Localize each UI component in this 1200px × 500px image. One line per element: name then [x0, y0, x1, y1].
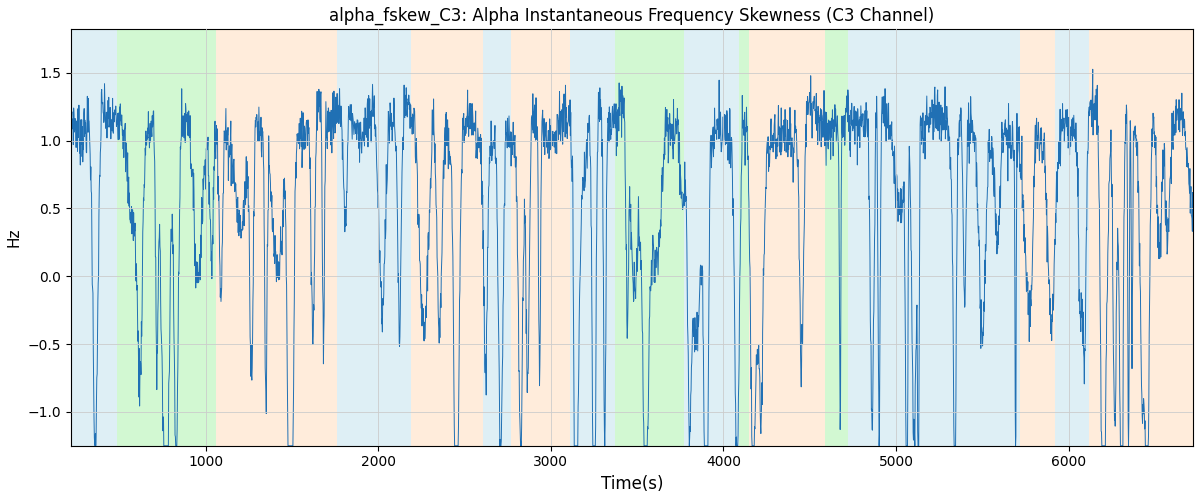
- Bar: [570, 30, 614, 446]
- Bar: [216, 30, 337, 446]
- Bar: [337, 30, 410, 446]
- Bar: [749, 30, 826, 446]
- Bar: [511, 30, 570, 446]
- Bar: [739, 30, 749, 446]
- Bar: [826, 30, 847, 446]
- X-axis label: Time(s): Time(s): [601, 475, 664, 493]
- Bar: [118, 30, 216, 446]
- Bar: [614, 30, 684, 446]
- Title: alpha_fskew_C3: Alpha Instantaneous Frequency Skewness (C3 Channel): alpha_fskew_C3: Alpha Instantaneous Freq…: [329, 7, 935, 25]
- Bar: [847, 30, 1020, 446]
- Y-axis label: Hz: Hz: [7, 228, 22, 248]
- Bar: [684, 30, 739, 446]
- Bar: [71, 30, 118, 446]
- Bar: [1020, 30, 1055, 446]
- Bar: [1090, 30, 1193, 446]
- Bar: [484, 30, 511, 446]
- Bar: [1055, 30, 1090, 446]
- Bar: [410, 30, 484, 446]
